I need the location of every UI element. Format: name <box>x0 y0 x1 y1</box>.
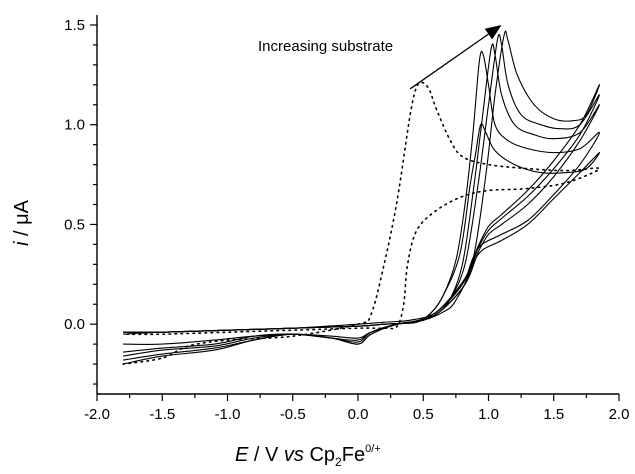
cv-curve-1 <box>123 50 600 353</box>
y-tick-label: 1.0 <box>64 117 85 134</box>
cv-curve-5 <box>122 30 600 365</box>
x-axis-label-superscript: 0/+ <box>365 443 381 455</box>
x-tick-label: -2.0 <box>84 406 110 423</box>
x-ticks: -2.0 -1.5 -1.0 -0.5 0.0 0.5 1.0 1.5 2.0 <box>84 394 629 423</box>
x-tick-label: 0.0 <box>348 406 369 423</box>
x-axis-label-vs: vs <box>284 444 304 466</box>
axes: -2.0 -1.5 -1.0 -0.5 0.0 0.5 1.0 1.5 2.0 0.0 0.5 1.… <box>64 15 629 423</box>
x-tick-label: 2.0 <box>609 406 630 423</box>
y-ticks: 0.0 0.5 1.0 1.5 <box>64 17 97 385</box>
annotation-increasing-substrate: Increasing substrate <box>258 38 393 55</box>
y-tick-label: 0.5 <box>64 216 85 233</box>
x-axis-label-unit: / V <box>248 444 284 466</box>
y-axis-label-symbol: i <box>11 241 33 246</box>
cv-curve-0 <box>122 81 601 365</box>
x-axis-label: E / V vs Cp2Fe0/+ <box>235 443 381 469</box>
voltammogram-curves <box>122 30 601 365</box>
y-axis-label-unit: / μA <box>11 199 33 241</box>
x-tick-label: -0.5 <box>280 406 306 423</box>
y-tick-label: 0.0 <box>64 316 85 333</box>
x-tick-label: 1.5 <box>543 406 564 423</box>
cv-curve-3 <box>123 43 600 345</box>
cv-curve-2 <box>123 123 600 357</box>
x-axis-label-species: Cp <box>304 444 335 466</box>
annotation-arrow-shaft <box>409 33 489 90</box>
cv-curve-4 <box>123 33 600 361</box>
x-tick-label: 0.5 <box>413 406 434 423</box>
x-tick-label: 1.0 <box>478 406 499 423</box>
x-tick-label: -1.5 <box>149 406 175 423</box>
y-tick-label: 1.5 <box>64 17 85 34</box>
annotation-arrow <box>409 24 502 90</box>
annotation-arrow-head <box>484 24 502 40</box>
x-axis-label-symbol: E <box>235 444 249 466</box>
y-axis-label: i / μA <box>11 199 33 246</box>
x-tick-label: -1.0 <box>215 406 241 423</box>
x-axis-label-species-tail: Fe <box>342 444 365 466</box>
x-axis-label-subscript: 2 <box>335 455 342 469</box>
